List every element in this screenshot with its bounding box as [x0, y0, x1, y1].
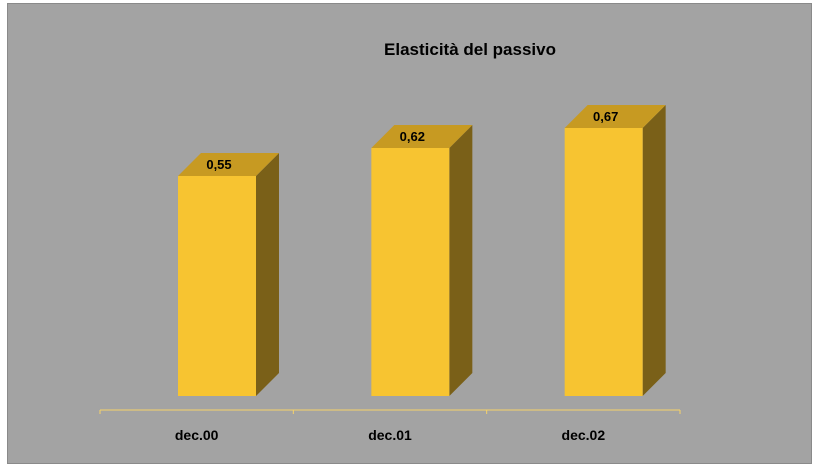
bar-front-face: [178, 176, 256, 396]
x-tick-label: dec.01: [368, 427, 412, 443]
data-label: 0,67: [593, 109, 618, 124]
bar-top-face: [371, 125, 473, 148]
data-label: 0,62: [400, 129, 425, 144]
bar-dec.00: [178, 153, 279, 396]
bar-side-face: [256, 153, 279, 396]
labels-layer: 0,55 dec.00 0,62 dec.01 0,67 dec.02: [175, 109, 618, 443]
bar-side-face: [642, 105, 666, 396]
bar-top-face: [178, 153, 279, 176]
bar-dec.01: [371, 125, 473, 396]
x-tick-label: dec.00: [175, 427, 219, 443]
data-label: 0,55: [206, 157, 231, 172]
bar-front-face: [371, 148, 450, 396]
chart-title: Elasticità del passivo: [384, 40, 556, 59]
bar-dec.02: [564, 105, 666, 396]
x-axis: [99, 409, 681, 414]
bar-side-face: [449, 125, 473, 396]
x-tick-label: dec.02: [562, 427, 606, 443]
bars-layer: [178, 105, 666, 396]
bar-top-face: [564, 105, 666, 128]
bar-front-face: [564, 128, 643, 396]
